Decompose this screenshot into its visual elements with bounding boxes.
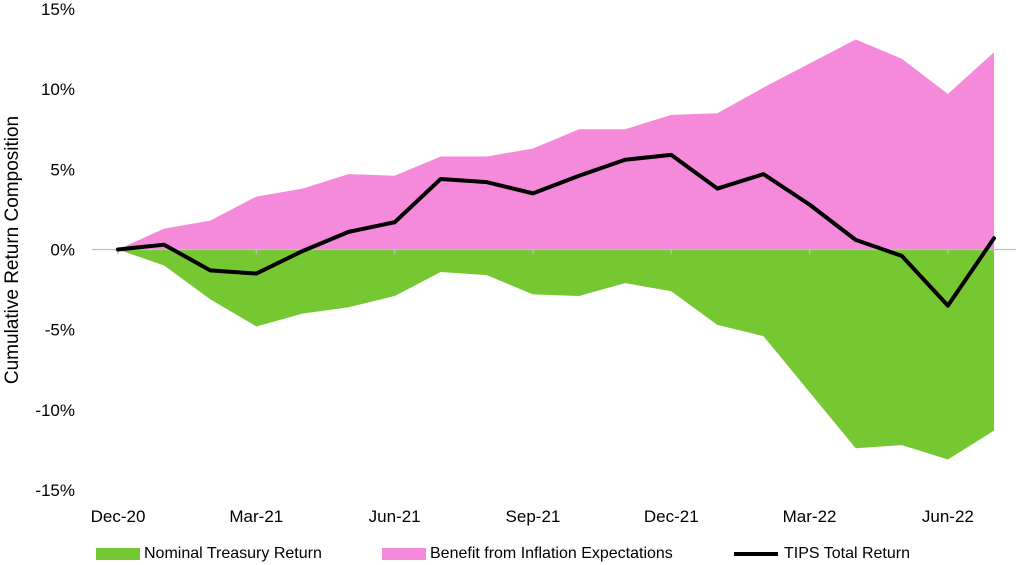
x-tick-label: Dec-20 <box>91 507 146 526</box>
legend-item-inflation-expectations: Benefit from Inflation Expectations <box>382 543 673 565</box>
line-series-group <box>116 152 996 308</box>
legend-item-nominal-treasury: Nominal Treasury Return <box>96 543 322 565</box>
x-tick-label: Sep-21 <box>506 507 561 526</box>
legend: Nominal Treasury Return Benefit from Inf… <box>0 543 1020 565</box>
x-tick-labels: Dec-20 Mar-21 Jun-21 Sep-21 Dec-21 Mar-22 Jun-… <box>91 507 974 526</box>
chart-area: -15% -10% -5% 0% 5% 10% 15% Dec-20 Mar-21 Jun-21… <box>2 0 1016 526</box>
area-series-1 <box>118 39 994 250</box>
legend-label: Nominal Treasury Return <box>144 545 322 562</box>
line-series-tips <box>116 152 996 308</box>
x-tick-label: Dec-21 <box>644 507 699 526</box>
legend-label: TIPS Total Return <box>784 545 910 562</box>
x-tick-label: Mar-22 <box>783 507 837 526</box>
legend-item-tips-total-return: TIPS Total Return <box>734 543 910 565</box>
y-tick-label: 15% <box>41 0 75 19</box>
y-tick-label: -5% <box>45 321 75 340</box>
y-axis-label: Cumulative Return Composition <box>2 116 23 384</box>
area-series-group <box>118 39 994 460</box>
y-tick-label: 5% <box>50 160 75 179</box>
legend-label: Benefit from Inflation Expectations <box>430 545 673 562</box>
y-tick-label: 10% <box>41 80 75 99</box>
y-tick-label: 0% <box>50 241 75 260</box>
x-tick-label: Mar-21 <box>229 507 283 526</box>
y-tick-label: -15% <box>35 481 75 500</box>
y-tick-labels: -15% -10% -5% 0% 5% 10% 15% <box>35 0 75 500</box>
axes-group <box>92 248 1016 255</box>
legend-swatch-line <box>734 552 778 556</box>
x-tick-label: Jun-22 <box>922 507 974 526</box>
legend-swatch-green <box>96 548 140 560</box>
y-tick-label: -10% <box>35 401 75 420</box>
x-tick-label: Jun-21 <box>369 507 421 526</box>
legend-swatch-pink <box>382 548 426 560</box>
area-series-0 <box>118 249 994 460</box>
